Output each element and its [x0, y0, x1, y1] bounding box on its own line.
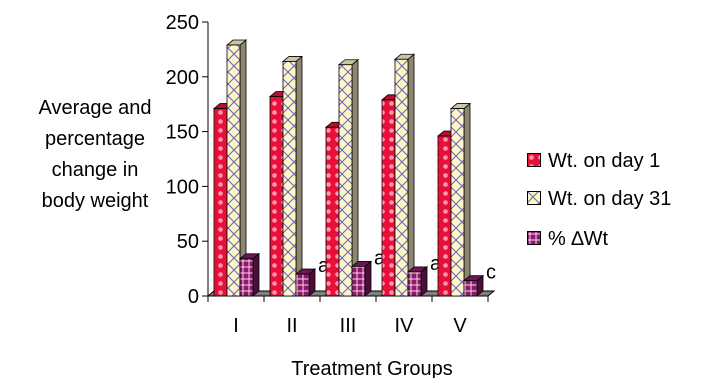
y-tick-label: 250 — [166, 12, 199, 34]
bar-front — [213, 108, 228, 297]
bar — [393, 53, 416, 297]
bar — [350, 260, 373, 297]
x-tick-label: II — [286, 315, 297, 337]
bar-front — [269, 96, 284, 297]
legend-label: % ∆Wt — [548, 228, 609, 250]
legend-swatch — [527, 190, 541, 205]
bar — [294, 268, 317, 297]
legend-swatch — [527, 230, 541, 245]
y-axis-label-line: percentage — [44, 128, 146, 150]
y-tick-label: 0 — [188, 286, 199, 308]
bar — [225, 39, 248, 297]
bar-front — [351, 266, 366, 297]
legend-label: Wt. on day 1 — [548, 150, 661, 172]
bar-front — [394, 58, 409, 297]
bar — [281, 55, 304, 297]
bar-front — [381, 99, 396, 297]
y-axis-label-line: Average and — [38, 97, 152, 119]
bar — [238, 252, 261, 297]
bar-front — [226, 44, 241, 297]
x-tick-label: V — [453, 315, 467, 337]
bar-annotation: c — [486, 262, 496, 284]
x-tick-label: I — [233, 315, 239, 337]
legend-item-wt-day31: Wt. on day 31 — [527, 188, 671, 210]
bar-side — [407, 53, 415, 297]
bar-front — [463, 280, 478, 297]
bar — [406, 266, 429, 297]
legend-item-wt-day1: Wt. on day 1 — [527, 150, 660, 172]
y-tick-label: 50 — [177, 231, 199, 253]
bar-front — [450, 108, 465, 297]
y-axis-label-line: body weight — [41, 190, 149, 212]
x-axis-label: Treatment Groups — [291, 358, 453, 378]
bar-front — [282, 61, 297, 297]
bar-side — [364, 260, 372, 297]
bar-front — [407, 271, 422, 297]
legend-label: Wt. on day 31 — [548, 188, 672, 210]
y-tick-label: 200 — [166, 67, 199, 89]
bar — [462, 274, 485, 297]
bar-side — [351, 58, 359, 297]
y-tick-label: 150 — [166, 122, 199, 144]
bar-front — [437, 135, 452, 297]
bar-side — [295, 55, 303, 297]
bar-side — [463, 102, 471, 297]
bar-front — [239, 258, 254, 297]
legend-swatch — [527, 152, 541, 167]
y-tick-label: 100 — [166, 176, 199, 198]
bar — [337, 58, 360, 297]
bar-front — [325, 126, 340, 297]
bar-front — [295, 273, 310, 297]
x-tick-label: III — [340, 315, 357, 337]
x-tick-label: IV — [395, 315, 415, 337]
bar-front — [338, 64, 353, 297]
legend-item-pct-change: % ∆Wt — [527, 228, 608, 250]
y-axis-label-line: change in — [51, 159, 139, 181]
bar — [449, 102, 472, 297]
bar-side — [252, 252, 260, 297]
